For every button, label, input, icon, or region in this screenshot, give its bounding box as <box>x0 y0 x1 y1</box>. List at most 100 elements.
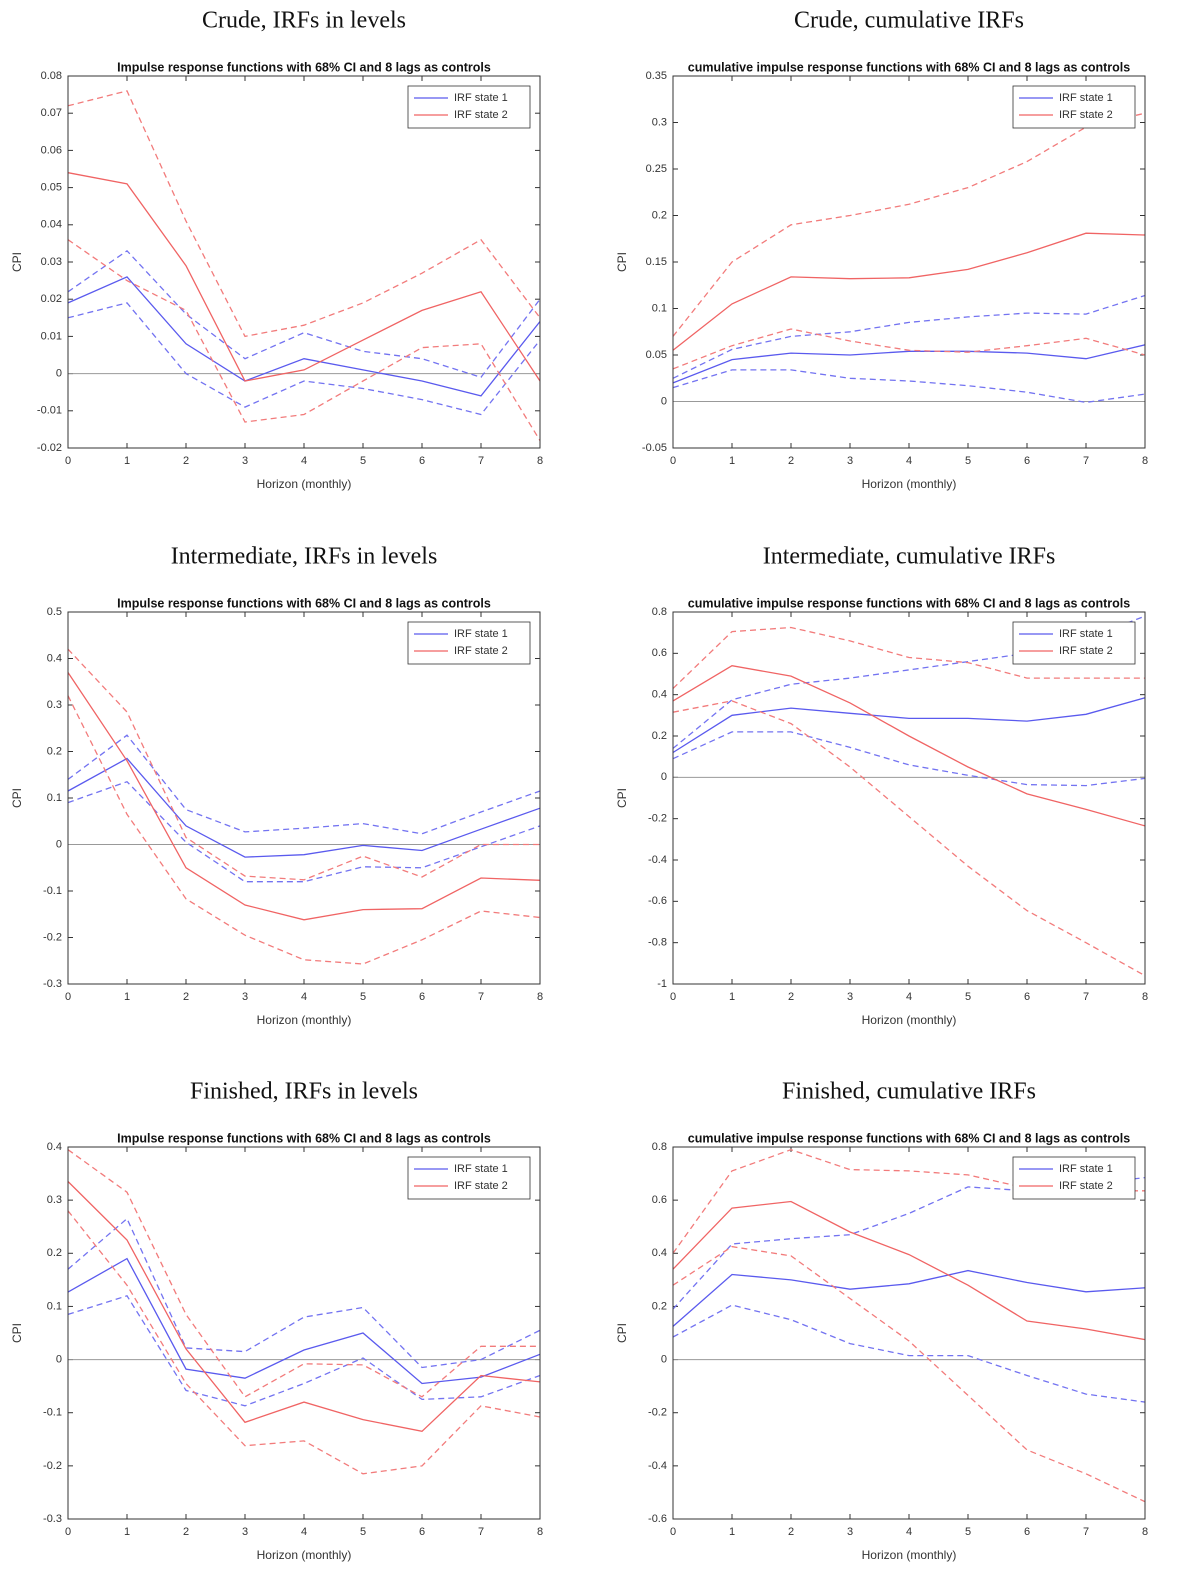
y-tick-label: -0.2 <box>43 1460 62 1472</box>
x-tick-label: 1 <box>124 1526 130 1538</box>
x-tick-label: 0 <box>65 1526 71 1538</box>
ci-line <box>672 328 1146 370</box>
x-axis-label: Horizon (monthly) <box>862 477 957 491</box>
ci-line <box>67 734 541 835</box>
x-tick-label: 8 <box>537 1526 543 1538</box>
ci-line <box>67 1295 541 1407</box>
y-tick-label: 0.3 <box>652 116 667 128</box>
irf-line <box>67 276 541 397</box>
x-tick-label: 6 <box>419 455 425 467</box>
x-tick-label: 6 <box>1024 455 1030 467</box>
legend-label: IRF state 1 <box>454 628 508 640</box>
axes-frame <box>67 1146 541 1520</box>
irf-line <box>67 1257 541 1385</box>
ci-line <box>67 780 541 883</box>
x-tick-label: 3 <box>242 991 248 1003</box>
x-tick-label: 1 <box>729 455 735 467</box>
x-tick-label: 8 <box>1142 455 1148 467</box>
ci-line <box>672 294 1146 379</box>
x-tick-label: 4 <box>301 455 307 467</box>
x-tick-label: 2 <box>183 455 189 467</box>
x-tick-label: 7 <box>478 1526 484 1538</box>
y-tick-label: 0 <box>661 1353 667 1365</box>
ci-line <box>67 249 541 379</box>
y-tick-label: 0.02 <box>41 293 62 305</box>
legend-label: IRF state 2 <box>454 1180 508 1192</box>
x-tick-label: 1 <box>124 991 130 1003</box>
panel-title: Impulse response functions with 68% CI a… <box>117 596 491 610</box>
y-tick-label: 0.04 <box>41 219 62 231</box>
x-tick-label: 4 <box>906 1526 912 1538</box>
panel-heading: Crude, IRFs in levels <box>202 8 406 34</box>
y-tick-label: 0.4 <box>47 652 62 664</box>
x-tick-label: 4 <box>301 1526 307 1538</box>
legend-box <box>1012 621 1136 665</box>
x-tick-label: 8 <box>537 455 543 467</box>
x-tick-label: 0 <box>670 991 676 1003</box>
panel-heading: Finished, cumulative IRFs <box>782 1079 1036 1105</box>
legend-label: IRF state 2 <box>1059 1180 1113 1192</box>
y-tick-label: -0.4 <box>648 1460 667 1472</box>
y-tick-label: 0.2 <box>47 745 62 757</box>
y-tick-label: 0.07 <box>41 107 62 119</box>
y-tick-label: -0.8 <box>648 937 667 949</box>
irf-line <box>672 697 1146 754</box>
x-tick-label: 1 <box>729 1526 735 1538</box>
legend-label: IRF state 1 <box>1059 628 1113 640</box>
y-tick-label: -0.2 <box>648 1407 667 1419</box>
y-tick-label: 0 <box>56 1353 62 1365</box>
y-tick-label: -0.2 <box>43 931 62 943</box>
y-tick-label: 0.15 <box>646 256 667 268</box>
x-axis-label: Horizon (monthly) <box>257 1548 352 1562</box>
ci-line <box>67 648 540 881</box>
y-tick-label: 0.03 <box>41 256 62 268</box>
y-axis-label: CPI <box>615 1323 629 1343</box>
irf-line <box>67 757 541 858</box>
axes-frame <box>672 1146 1146 1520</box>
x-tick-label: 8 <box>1142 1526 1148 1538</box>
panel-heading: Intermediate, IRFs in levels <box>171 544 438 570</box>
x-tick-label: 6 <box>1024 991 1030 1003</box>
ci-line <box>672 700 1146 977</box>
x-tick-label: 1 <box>729 991 735 1003</box>
irf-line <box>67 1181 541 1433</box>
x-tick-label: 2 <box>788 455 794 467</box>
x-tick-label: 0 <box>670 455 676 467</box>
panel-title: cumulative impulse response functions wi… <box>688 60 1131 74</box>
y-tick-label: -0.1 <box>43 885 62 897</box>
x-tick-label: 2 <box>788 991 794 1003</box>
panel-heading: Intermediate, cumulative IRFs <box>763 544 1056 570</box>
ci-line <box>672 1304 1146 1403</box>
ci-line <box>67 90 541 338</box>
y-tick-label: -0.02 <box>37 442 62 454</box>
x-tick-label: 5 <box>965 455 971 467</box>
panel-title: cumulative impulse response functions wi… <box>688 1131 1131 1145</box>
ci-line <box>67 1149 540 1398</box>
y-tick-label: 0.4 <box>652 689 667 701</box>
x-tick-label: 6 <box>419 1526 425 1538</box>
y-tick-label: -0.1 <box>43 1407 62 1419</box>
legend-label: IRF state 1 <box>454 92 508 104</box>
y-tick-label: 0.6 <box>652 647 667 659</box>
ci-line <box>67 1217 541 1369</box>
y-axis-label: CPI <box>615 252 629 272</box>
x-tick-label: 0 <box>65 991 71 1003</box>
y-tick-label: 0.25 <box>646 163 667 175</box>
x-tick-label: 3 <box>242 455 248 467</box>
legend-label: IRF state 1 <box>1059 92 1113 104</box>
y-tick-label: 0.2 <box>652 730 667 742</box>
legend-label: IRF state 1 <box>1059 1163 1113 1175</box>
axes-frame <box>67 75 541 449</box>
legend-box <box>1012 1156 1136 1200</box>
y-tick-label: 0.08 <box>41 70 62 82</box>
y-tick-label: 0.6 <box>652 1194 667 1206</box>
y-tick-label: 0.1 <box>47 1300 62 1312</box>
y-tick-label: 0 <box>661 395 667 407</box>
x-tick-label: 3 <box>847 455 853 467</box>
y-tick-label: 0 <box>56 368 62 380</box>
ci-line <box>67 695 541 965</box>
x-axis-label: Horizon (monthly) <box>862 1548 957 1562</box>
irf-line <box>67 672 541 921</box>
y-tick-label: 0.05 <box>646 349 667 361</box>
